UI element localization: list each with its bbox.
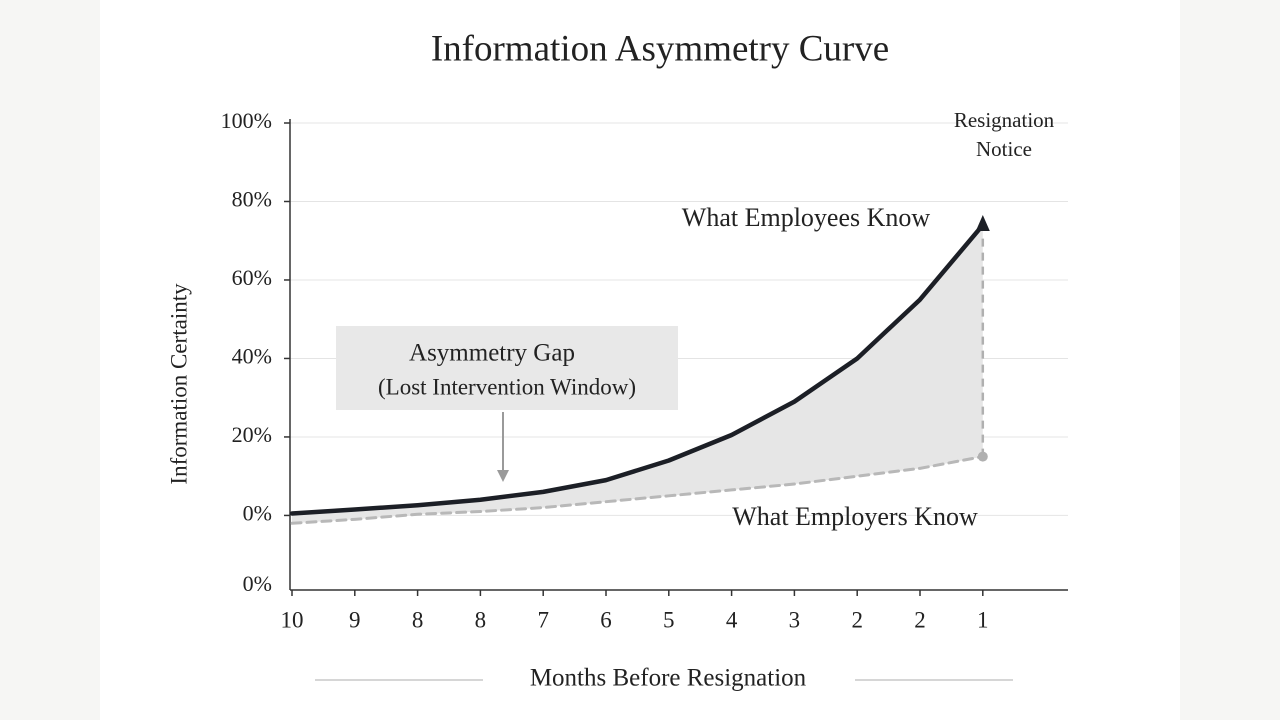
x-tick-label: 4 [726, 607, 738, 632]
end-dot [977, 451, 988, 462]
x-tick-label: 1 [977, 607, 989, 632]
series-label: What Employees Know [682, 203, 931, 232]
line-arrowhead [975, 215, 990, 232]
gap-area [292, 225, 983, 524]
annotation-arrowhead [497, 470, 509, 482]
series-label: What Employers Know [732, 502, 978, 531]
x-axis-label: Months Before Resignation [530, 665, 807, 692]
annotation-text: (Lost Intervention Window) [378, 374, 636, 399]
x-tick-label: 3 [789, 607, 801, 632]
x-tick-label: 7 [537, 607, 549, 632]
series-line [289, 222, 986, 516]
y-tick-label: 0% [243, 500, 272, 525]
x-tick-label: 10 [281, 607, 304, 632]
series-line [290, 455, 985, 525]
y-axis-label: Information Certainty [166, 283, 191, 485]
x-tick-label: 8 [412, 607, 424, 632]
chart-title: Information Asymmetry Curve [431, 28, 889, 69]
x-tick-label: 5 [663, 607, 675, 632]
y-tick-label: 0% [243, 571, 272, 596]
annotation-text: Notice [976, 137, 1032, 161]
y-tick-label: 20% [232, 422, 272, 447]
y-tick-label: 40% [232, 344, 272, 369]
annotation-box [336, 326, 678, 410]
y-tick-label: 80% [232, 187, 272, 212]
x-tick-label: 6 [600, 607, 612, 632]
plot-area: 100% 80% 60% 40% 20% 0% 0% 10 9 8 8 7 6 5 4 3 2 2 1 [221, 108, 1068, 632]
x-tick-label: 9 [349, 607, 361, 632]
x-tick-label: 2 [851, 607, 863, 632]
y-tick-label: 100% [221, 108, 272, 133]
annotation-text: Resignation [954, 108, 1055, 132]
annotation-text: Asymmetry Gap [409, 340, 575, 367]
x-tick-label: 2 [914, 607, 926, 632]
y-tick-label: 60% [232, 265, 272, 290]
x-tick-label: 8 [475, 607, 487, 632]
